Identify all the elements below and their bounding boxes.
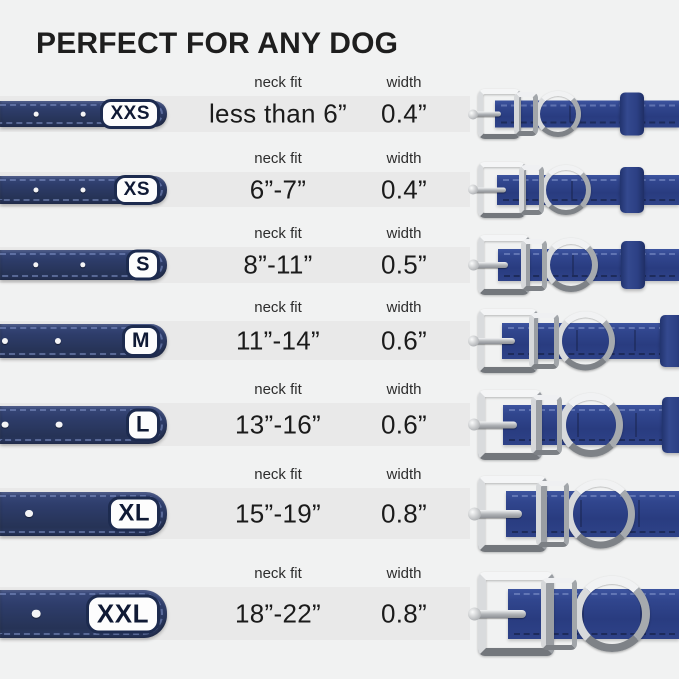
buckle-keeper bbox=[531, 394, 562, 455]
width-header: width bbox=[386, 381, 422, 398]
collar-hole bbox=[80, 111, 86, 117]
width-value: 0.4” bbox=[380, 98, 427, 129]
buckle-prong bbox=[471, 337, 516, 344]
d-ring bbox=[574, 575, 650, 652]
collar-strap-left: L bbox=[0, 405, 167, 444]
collar-hole bbox=[25, 509, 33, 518]
neck-fit-value: 13”-16” bbox=[235, 409, 321, 439]
width-value: 0.5” bbox=[380, 249, 427, 280]
neck-fit-value: 15”-19” bbox=[235, 498, 321, 528]
neck-fit-header: neck fit bbox=[254, 150, 302, 167]
collar-hole bbox=[54, 337, 62, 344]
neck-fit-value: 6”-7” bbox=[249, 174, 307, 204]
collar-hole bbox=[1, 421, 9, 428]
width-header: width bbox=[386, 225, 422, 242]
buckle-prong bbox=[471, 187, 506, 192]
d-ring bbox=[544, 238, 598, 292]
buckle-keeper bbox=[536, 480, 569, 547]
size-row-l: neck fit width L 13”-16” 0.6” bbox=[0, 381, 679, 460]
neck-fit-value: less than 6” bbox=[208, 98, 347, 129]
collar-hole bbox=[33, 111, 39, 117]
collar-strap-left: XL bbox=[0, 491, 167, 536]
width-value: 0.4” bbox=[380, 174, 427, 204]
collar-hole bbox=[55, 421, 63, 428]
collar-strap-left: M bbox=[0, 323, 167, 358]
collar-hole bbox=[1, 337, 9, 344]
buckle-keeper bbox=[521, 239, 547, 291]
size-badge: M bbox=[122, 324, 160, 357]
d-ring bbox=[559, 392, 623, 457]
width-header: width bbox=[386, 565, 422, 582]
collar-strap-left: XXS bbox=[0, 99, 167, 129]
page-title: PERFECT FOR ANY DOG bbox=[36, 27, 399, 60]
buckle-keeper bbox=[541, 577, 577, 650]
strap-keeper-band bbox=[621, 241, 645, 289]
size-badge: XS bbox=[113, 174, 160, 205]
width-header: width bbox=[386, 299, 422, 316]
strap-keeper-band bbox=[620, 166, 644, 213]
neck-fit-value: 11”-14” bbox=[236, 325, 320, 355]
neck-fit-value: 18”-22” bbox=[235, 598, 321, 628]
size-row-xxs: neck fit width XXS less than 6” 0.4” bbox=[0, 74, 679, 139]
neck-fit-header: neck fit bbox=[254, 565, 302, 582]
width-header: width bbox=[386, 150, 422, 167]
size-row-xxl: neck fit width XXL 18”-22” 0.8” bbox=[0, 565, 679, 656]
size-badge: L bbox=[126, 408, 160, 441]
size-badge: XXL bbox=[85, 594, 160, 633]
width-header: width bbox=[386, 466, 422, 483]
width-value: 0.8” bbox=[380, 498, 427, 528]
width-header: width bbox=[386, 74, 422, 91]
collar-strap-left: XS bbox=[0, 174, 167, 205]
size-row-s: neck fit width S 8”-11” 0.5” bbox=[0, 225, 679, 295]
buckle-keeper bbox=[514, 92, 538, 136]
size-row-xs: neck fit width XS 6”-7” 0.4” bbox=[0, 150, 679, 218]
size-row-m: neck fit width M 11”-14” 0.6” bbox=[0, 299, 679, 373]
strap-keeper-band bbox=[660, 314, 679, 367]
d-ring bbox=[566, 479, 635, 548]
buckle-prong bbox=[471, 111, 502, 117]
neck-fit-header: neck fit bbox=[254, 381, 302, 398]
d-ring bbox=[535, 91, 581, 137]
buckle-prong bbox=[471, 262, 508, 268]
buckle-prong bbox=[471, 509, 522, 518]
strap-keeper-band bbox=[662, 396, 679, 453]
width-value: 0.6” bbox=[380, 325, 427, 355]
collar-hole bbox=[80, 186, 86, 193]
neck-fit-header: neck fit bbox=[254, 74, 302, 91]
collar-hole bbox=[33, 186, 39, 193]
d-ring bbox=[541, 164, 591, 215]
width-value: 0.6” bbox=[380, 409, 427, 439]
buckle-keeper bbox=[529, 312, 559, 369]
size-row-xl: neck fit width XL 15”-19” 0.8” bbox=[0, 466, 679, 552]
size-badge: XXS bbox=[100, 99, 160, 129]
collar-hole bbox=[31, 609, 41, 618]
collar-strap-left: S bbox=[0, 249, 167, 281]
neck-fit-header: neck fit bbox=[254, 466, 302, 483]
strap-keeper-band bbox=[620, 92, 644, 136]
collar-strap-left: XXL bbox=[0, 589, 167, 638]
collar-hole bbox=[33, 262, 39, 268]
buckle-prong bbox=[471, 609, 527, 618]
size-badge: S bbox=[126, 249, 160, 281]
buckle-keeper bbox=[519, 164, 544, 215]
d-ring bbox=[556, 311, 615, 370]
neck-fit-value: 8”-11” bbox=[243, 249, 313, 280]
neck-fit-header: neck fit bbox=[254, 299, 302, 316]
buckle-prong bbox=[471, 421, 517, 428]
width-value: 0.8” bbox=[380, 598, 427, 628]
collar-hole bbox=[80, 262, 86, 268]
neck-fit-header: neck fit bbox=[254, 225, 302, 242]
size-badge: XL bbox=[108, 496, 160, 531]
